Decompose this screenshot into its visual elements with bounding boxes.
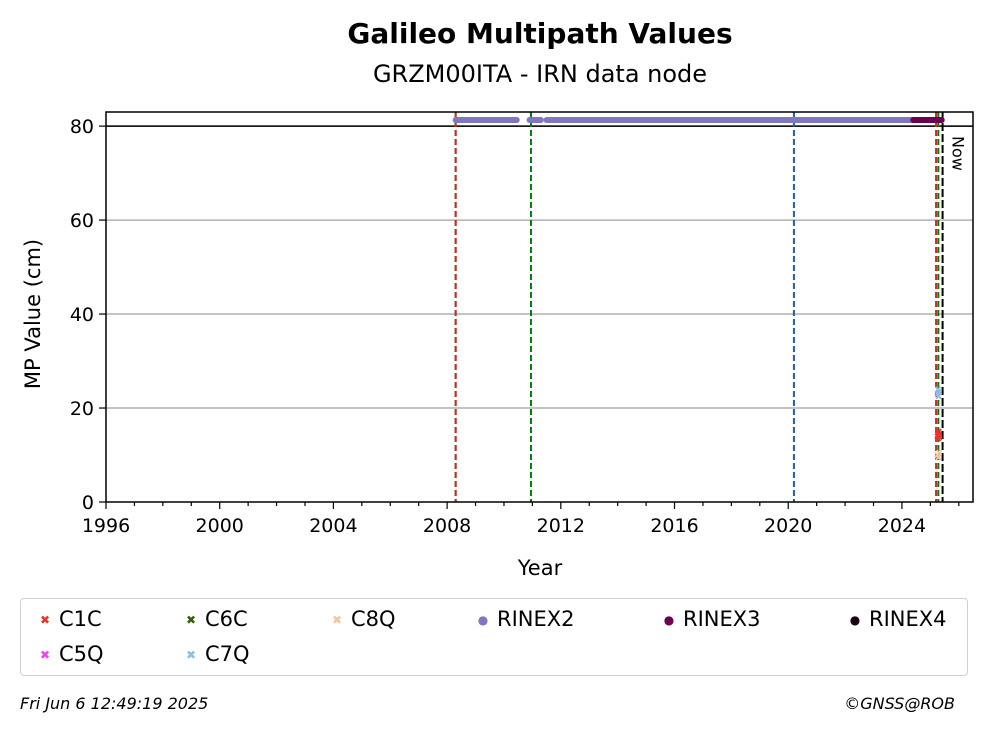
legend-item-c5q: ✖ C5Q (37, 642, 104, 667)
plot-area: 1996 2000 2004 2008 2012 2016 2020 2024 0 20 40 60 8… (70, 111, 974, 537)
x-marker-icon: ✖ (185, 613, 197, 627)
y-tick-label: 40 (70, 304, 94, 326)
dot-marker-icon: ● (849, 613, 861, 627)
chart-subtitle: GRZM00ITA - IRN data node (373, 60, 707, 88)
legend-label: RINEX4 (869, 607, 947, 631)
x-tick-label: 2024 (878, 515, 926, 537)
y-tick-label: 20 (70, 398, 94, 420)
legend-item-c6c: ✖ C6C (183, 607, 248, 632)
x-marker-icon: ✖ (185, 648, 197, 662)
legend-item-rinex3: ● RINEX3 (661, 607, 761, 632)
legend-label: RINEX2 (497, 607, 575, 631)
y-tick-label: 0 (82, 492, 94, 514)
y-axis-label: MP Value (cm) (21, 239, 45, 389)
footer-credit: ©GNSS@ROB (844, 694, 955, 713)
x-tick-label: 2012 (537, 515, 585, 537)
legend-label: RINEX3 (683, 607, 761, 631)
x-tick-label: 2020 (764, 515, 812, 537)
plot-frame (105, 111, 974, 503)
multipath-chart: Galileo Multipath Values GRZM00ITA - IRN… (21, 17, 974, 580)
legend-item-c7q: ✖ C7Q (183, 642, 250, 667)
x-marker-icon: ✖ (39, 648, 51, 662)
data-point-c7q (936, 388, 943, 395)
data-point-c8q (936, 449, 943, 456)
now-label: Now (949, 136, 968, 171)
legend-label: C5Q (59, 642, 104, 666)
x-marker-icon: ✖ (331, 613, 343, 627)
x-tick-label: 2016 (650, 515, 698, 537)
legend-label: C1C (59, 607, 102, 631)
data-point-c7q (935, 393, 942, 400)
y-tick-label: 60 (70, 210, 94, 232)
dot-marker-icon: ● (663, 613, 675, 627)
x-tick-label: 2008 (423, 515, 471, 537)
x-marker-icon: ✖ (39, 613, 51, 627)
legend-item-rinex2: ● RINEX2 (475, 607, 575, 632)
legend-label: C6C (205, 607, 248, 631)
y-tick-label: 80 (70, 116, 94, 138)
legend-label: C8Q (351, 607, 396, 631)
x-tick-label: 2004 (309, 515, 357, 537)
x-tick-label: 2000 (196, 515, 244, 537)
legend-item-rinex4: ● RINEX4 (847, 607, 947, 632)
data-point-c8q (935, 454, 942, 461)
legend: ✖ C1C ✖ C6C ✖ C8Q ● RINEX2 ● RINEX3 ● RINEX4 ✖… (20, 598, 968, 676)
x-tick-label: 1996 (82, 515, 130, 537)
legend-item-c8q: ✖ C8Q (329, 607, 396, 632)
data-point-c1c (936, 434, 943, 441)
legend-item-c1c: ✖ C1C (37, 607, 102, 632)
x-axis-label: Year (517, 556, 563, 580)
dot-marker-icon: ● (477, 613, 489, 627)
legend-label: C7Q (205, 642, 250, 666)
footer-timestamp: Fri Jun 6 12:49:19 2025 (20, 694, 209, 713)
chart-title: Galileo Multipath Values (347, 17, 732, 50)
